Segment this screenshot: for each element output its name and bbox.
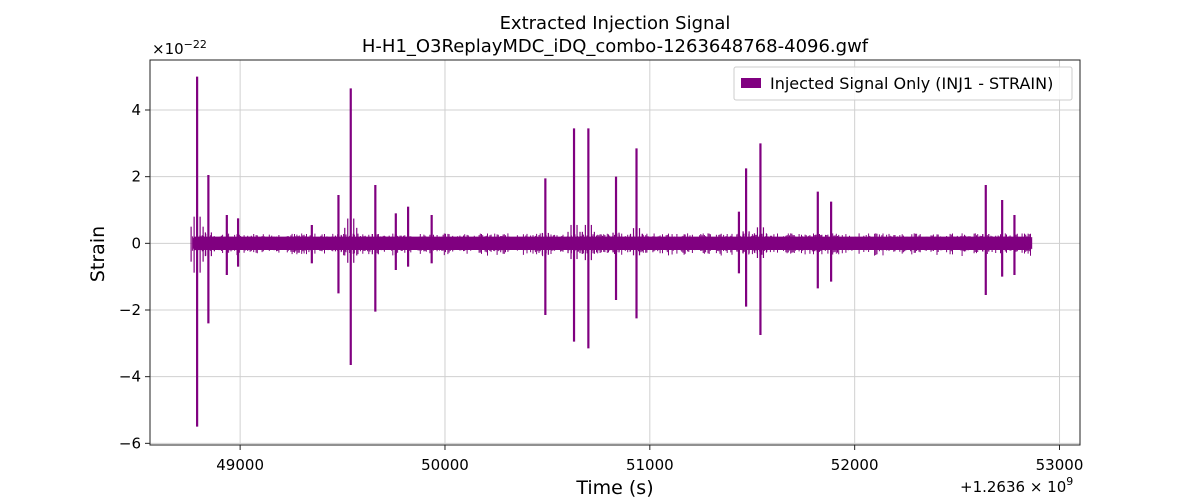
x-axis-label: Time (s)	[575, 477, 653, 499]
spike-cluster	[979, 185, 993, 295]
x-tick-label: 50000	[421, 456, 469, 474]
spike-cluster	[629, 148, 644, 319]
y-tick-label: −6	[119, 434, 141, 452]
y-tick-label: −2	[119, 301, 141, 319]
spike-cluster	[401, 206, 415, 267]
chart-subtitle: H-H1_O3ReplayMDC_iDQ_combo-1263648768-40…	[362, 36, 869, 57]
plot-frame	[149, 59, 1081, 446]
spike-cluster	[1007, 215, 1022, 275]
legend-box	[733, 66, 1073, 101]
spike-cluster	[753, 143, 768, 335]
x-axis-ticks: 49000 50000 51000 52000 53000	[216, 445, 1083, 474]
spike-cluster	[220, 215, 234, 275]
spike-cluster	[368, 185, 382, 312]
spike-cluster	[581, 128, 595, 349]
spike-cluster	[190, 76, 204, 427]
spike-cluster	[231, 218, 245, 267]
y-tick-label: 2	[131, 168, 141, 186]
spike-cluster	[739, 168, 753, 307]
spike-cluster	[425, 215, 439, 264]
y-scale-exponent: −22	[184, 38, 207, 51]
y-axis-ticks: −6 −4 −2 0 2 4	[119, 101, 150, 452]
x-offset-label: +1.2636 × 109	[960, 475, 1073, 496]
legend-label: Injected Signal Only (INJ1 - STRAIN)	[770, 74, 1053, 93]
series-injected-signal	[190, 76, 1033, 427]
spike-cluster	[344, 88, 358, 365]
spike-cluster	[567, 128, 581, 342]
spike-cluster	[811, 191, 825, 289]
chart-title: Extracted Injection Signal	[500, 13, 731, 34]
spike-cluster	[305, 225, 319, 264]
spike-cluster	[609, 176, 623, 300]
baseline-band	[192, 236, 1032, 250]
x-tick-label: 52000	[831, 456, 879, 474]
spike-cluster	[538, 178, 552, 315]
x-tick-label: 53000	[1036, 456, 1084, 474]
y-axis-label: Strain	[87, 226, 109, 282]
x-offset-exponent: 9	[1066, 475, 1073, 488]
y-tick-label: −4	[119, 368, 141, 386]
spike-cluster	[824, 201, 838, 282]
x-tick-label: 49000	[216, 456, 264, 474]
y-tick-label: 4	[131, 101, 141, 119]
y-scale-label: ×10−22	[152, 38, 207, 58]
spike-cluster	[201, 175, 215, 324]
spike-cluster	[732, 211, 746, 274]
x-tick-label: 51000	[626, 456, 674, 474]
y-tick-label: 0	[131, 234, 141, 252]
legend: Injected Signal Only (INJ1 - STRAIN)	[733, 66, 1073, 101]
legend-swatch	[741, 78, 761, 88]
